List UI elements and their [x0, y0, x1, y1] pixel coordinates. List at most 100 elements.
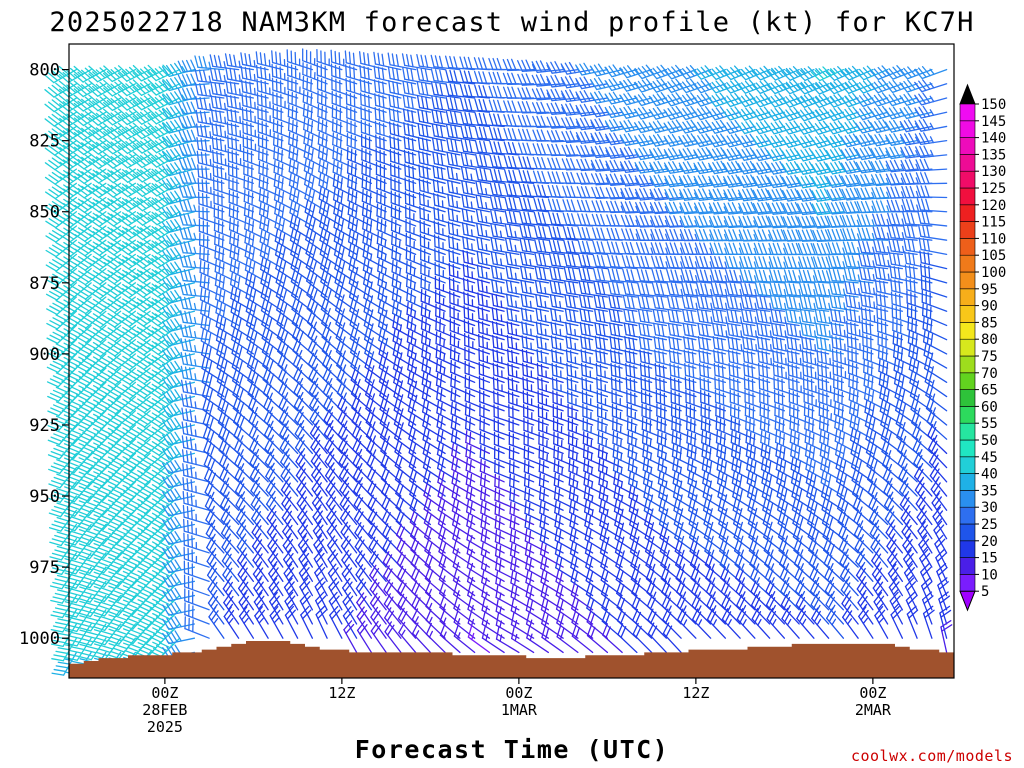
- barb-feather: [182, 490, 185, 504]
- wind-barb: [62, 495, 92, 517]
- barb-feather: [279, 52, 282, 66]
- barb-feather: [310, 106, 313, 120]
- barb-feather: [277, 147, 280, 161]
- barb-feather: [203, 247, 205, 261]
- barb-feather: [55, 314, 68, 321]
- barb-feather: [65, 450, 78, 456]
- barb-feather: [231, 136, 234, 150]
- barb-feather: [260, 93, 263, 107]
- barb-feather: [241, 106, 244, 120]
- barb-feather: [58, 138, 70, 147]
- barb-feather: [55, 650, 69, 655]
- barb-feather: [302, 89, 305, 103]
- barb-feather: [350, 148, 353, 162]
- barb-feather: [45, 235, 57, 243]
- barb-feather: [56, 488, 69, 494]
- barb-feather: [51, 509, 64, 514]
- barb-feather: [60, 322, 73, 330]
- barb-feather: [54, 607, 68, 612]
- barb-feather: [56, 444, 69, 451]
- barb-feather: [50, 407, 63, 414]
- barb-feather: [47, 101, 59, 111]
- barb-feather: [55, 68, 66, 77]
- barb-feather: [61, 380, 74, 387]
- barb-feather: [220, 165, 223, 179]
- barb-feather: [50, 643, 64, 647]
- barb-feather: [232, 219, 235, 233]
- barb-feather: [47, 410, 60, 417]
- barb-feather: [246, 121, 248, 135]
- barb-feather: [49, 378, 62, 385]
- barb-feather: [62, 173, 74, 183]
- barb-feather: [57, 589, 70, 594]
- barb-feather: [49, 290, 61, 298]
- barb-feather: [49, 334, 62, 342]
- barb-feather: [48, 247, 61, 255]
- barb-feather: [70, 371, 83, 379]
- barb-feather: [63, 555, 77, 561]
- barb-feather: [350, 162, 353, 176]
- barb-feather: [53, 668, 67, 673]
- barb-feather: [56, 502, 69, 508]
- barb-feather: [271, 63, 274, 77]
- barb-feather: [70, 386, 83, 393]
- barb-half-feather: [64, 558, 72, 562]
- barb-feather: [48, 232, 60, 241]
- barb-feather: [73, 152, 85, 161]
- barb-feather: [53, 491, 67, 497]
- barb-feather: [243, 189, 246, 203]
- barb-feather: [52, 596, 66, 601]
- barb-feather: [52, 567, 65, 572]
- wind-barb: [44, 94, 78, 113]
- barb-feather: [53, 447, 66, 454]
- barb-half-feather: [78, 370, 86, 376]
- barb-feather: [53, 654, 67, 658]
- barb-feather: [67, 403, 80, 410]
- barb-feather: [55, 343, 68, 350]
- barb-feather: [58, 152, 70, 161]
- barb-half-feather: [253, 73, 256, 82]
- barb-feather: [55, 430, 69, 436]
- barb-feather: [69, 154, 81, 163]
- barb-feather: [48, 159, 60, 168]
- barb-feather: [64, 377, 77, 384]
- barb-feather: [48, 130, 59, 139]
- barb-feather: [53, 433, 66, 439]
- barb-feather: [52, 375, 65, 382]
- barb-feather: [59, 132, 70, 141]
- barb-feather: [272, 132, 275, 146]
- barb-feather: [62, 453, 75, 460]
- barb-feather: [55, 372, 68, 379]
- barb-feather: [59, 190, 71, 199]
- barb-half-feather: [64, 500, 72, 504]
- barb-feather: [61, 365, 73, 373]
- barb-feather: [52, 331, 65, 339]
- barb-feather: [53, 505, 67, 511]
- barb-feather: [68, 519, 81, 525]
- barb-feather: [70, 472, 84, 479]
- barb-feather: [55, 357, 68, 365]
- barb-feather: [216, 150, 219, 164]
- barb-feather: [70, 342, 82, 350]
- barb-feather: [306, 91, 309, 105]
- barb-half-feather: [253, 59, 256, 68]
- barb-feather: [62, 130, 74, 139]
- barb-feather: [236, 206, 239, 220]
- barb-feather: [44, 176, 56, 185]
- barb-feather: [71, 516, 84, 522]
- barb-feather: [332, 132, 335, 146]
- wind-barb: [62, 466, 92, 488]
- barb-feather: [55, 82, 66, 92]
- barb-feather: [218, 247, 221, 261]
- barb-feather: [346, 160, 349, 174]
- barb-feather: [280, 135, 283, 149]
- barb-feather: [54, 592, 68, 597]
- barb-half-feather: [78, 528, 87, 533]
- barb-feather: [71, 559, 84, 565]
- barb-feather: [46, 352, 59, 359]
- barb-feather: [212, 163, 215, 177]
- barb-feather: [247, 190, 250, 204]
- barb-feather: [50, 451, 63, 457]
- wind-barb: [63, 523, 92, 546]
- barb-feather: [49, 305, 61, 313]
